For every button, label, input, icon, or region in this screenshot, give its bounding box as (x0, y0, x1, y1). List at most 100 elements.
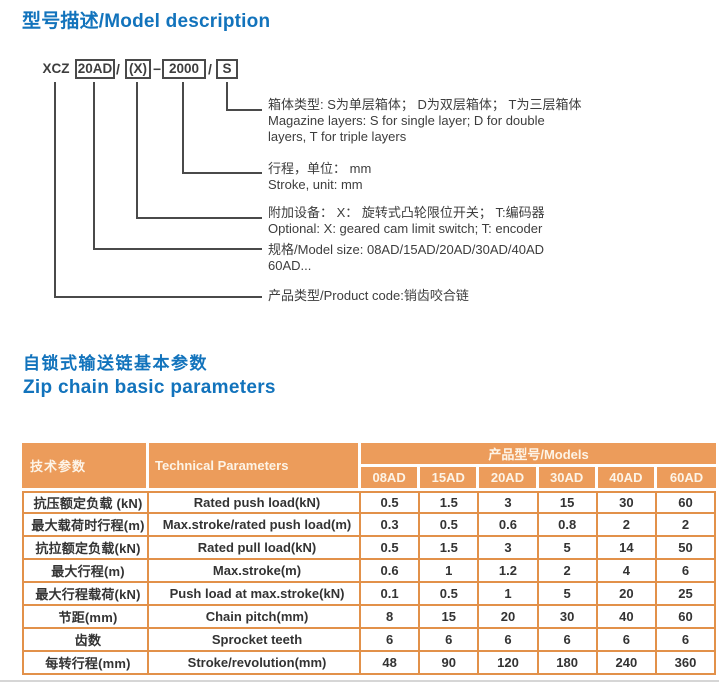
table-row: 每转行程(mm) Stroke/revolution(mm) 48 90 120… (22, 652, 717, 675)
model-code-stroke-box: 2000 (162, 59, 206, 79)
param-name-cn: 抗拉额定负载(kN) (22, 537, 149, 560)
model-code-size-box: 20AD (75, 59, 115, 79)
param-value: 50 (656, 537, 717, 560)
page-title: 型号描述/Model description (22, 11, 271, 32)
header-model-40ad: 40AD (597, 467, 657, 491)
param-name-en: Max.stroke(m) (149, 560, 361, 583)
table-row: 抗拉额定负载(kN) Rated pull load(kN) 0.5 1.5 3… (22, 537, 717, 560)
param-value: 8 (361, 606, 421, 629)
model-code-magazine-box: S (216, 59, 238, 79)
param-value: 0.1 (361, 583, 421, 606)
param-value: 30 (538, 606, 598, 629)
annotation-line: 箱体类型: S为单层箱体； D为双层箱体； T为三层箱体 (268, 97, 582, 112)
model-code-separator: / (116, 61, 120, 77)
param-name-cn: 最大载荷时行程(m) (22, 514, 149, 537)
param-value: 60 (656, 491, 717, 514)
param-value: 2 (538, 560, 598, 583)
table-row: 最大行程载荷(kN) Push load at max.stroke(kN) 0… (22, 583, 717, 606)
diagram-line (54, 82, 56, 296)
model-code-prefix: XCZ (42, 61, 70, 76)
param-value: 2 (597, 514, 657, 537)
param-value: 48 (361, 652, 421, 675)
param-name-cn: 抗压额定负载 (kN) (22, 491, 149, 514)
param-value: 1 (479, 583, 539, 606)
param-value: 20 (597, 583, 657, 606)
param-name-cn: 节距(mm) (22, 606, 149, 629)
param-value: 2 (656, 514, 717, 537)
header-model-08ad: 08AD (361, 467, 421, 491)
param-value: 40 (597, 606, 657, 629)
diagram-line (182, 82, 184, 172)
param-value: 30 (597, 491, 657, 514)
annotation-product-code: 产品类型/Product code:销齿咬合链 (268, 288, 716, 304)
param-name-en: Stroke/revolution(mm) (149, 652, 361, 675)
diagram-line (54, 296, 262, 298)
param-name-en: Sprocket teeth (149, 629, 361, 652)
param-value: 6 (361, 629, 421, 652)
param-name-en: Push load at max.stroke(kN) (149, 583, 361, 606)
param-value: 0.5 (361, 537, 421, 560)
param-value: 3 (479, 537, 539, 560)
parameters-table: 技术参数 Technical Parameters 产品型号/Models 08… (22, 443, 717, 675)
diagram-line (93, 248, 262, 250)
annotation-line: 规格/Model size: 08AD/15AD/20AD/30AD/40AD (268, 242, 545, 257)
param-value: 90 (420, 652, 480, 675)
table-row: 最大载荷时行程(m) Max.stroke/rated push load(m)… (22, 514, 717, 537)
param-value: 20 (479, 606, 539, 629)
param-value: 1.5 (420, 537, 480, 560)
param-value: 3 (479, 491, 539, 514)
header-model-15ad: 15AD (420, 467, 480, 491)
annotation-line: 行程，单位： mm (268, 161, 372, 176)
header-technical-parameters-cn: 技术参数 (22, 443, 149, 491)
param-value: 6 (656, 629, 717, 652)
table-row: 节距(mm) Chain pitch(mm) 8 15 20 30 40 60 (22, 606, 717, 629)
model-code-separator: / (208, 61, 212, 77)
param-value: 0.6 (361, 560, 421, 583)
param-value: 5 (538, 583, 598, 606)
table-row: 齿数 Sprocket teeth 6 6 6 6 6 6 (22, 629, 717, 652)
header-model-60ad: 60AD (656, 467, 717, 491)
model-code-optional-box: (X) (125, 59, 151, 79)
annotation-stroke-unit: 行程，单位： mm Stroke, unit: mm (268, 161, 716, 193)
param-value: 0.5 (361, 491, 421, 514)
section-title-cn: 自锁式输送链基本参数 (23, 354, 208, 373)
param-name-en: Max.stroke/rated push load(m) (149, 514, 361, 537)
annotation-line: Optional: X: geared cam limit switch; T:… (268, 221, 543, 236)
param-value: 15 (538, 491, 598, 514)
param-name-cn: 最大行程载荷(kN) (22, 583, 149, 606)
annotation-line: 附加设备： X： 旋转式凸轮限位开关； T:编码器 (268, 205, 545, 220)
annotation-line: 产品类型/Product code:销齿咬合链 (268, 288, 469, 303)
annotation-line: layers, T for triple layers (268, 129, 407, 144)
annotation-magazine-type: 箱体类型: S为单层箱体； D为双层箱体； T为三层箱体 Magazine la… (268, 97, 716, 145)
diagram-line (136, 217, 262, 219)
table-row: 抗压额定负载 (kN) Rated push load(kN) 0.5 1.5 … (22, 491, 717, 514)
param-value: 4 (597, 560, 657, 583)
annotation-line: Magazine layers: S for single layer; D f… (268, 113, 545, 128)
annotation-line: 60AD... (268, 258, 312, 273)
param-value: 25 (656, 583, 717, 606)
param-value: 6 (479, 629, 539, 652)
param-value: 60 (656, 606, 717, 629)
param-value: 14 (597, 537, 657, 560)
param-value: 6 (538, 629, 598, 652)
param-value: 0.5 (420, 583, 480, 606)
param-value: 0.5 (420, 514, 480, 537)
table-row: 最大行程(m) Max.stroke(m) 0.6 1 1.2 2 4 6 (22, 560, 717, 583)
param-value: 1.2 (479, 560, 539, 583)
annotation-model-size: 规格/Model size: 08AD/15AD/20AD/30AD/40AD … (268, 242, 716, 274)
param-value: 5 (538, 537, 598, 560)
param-value: 1 (420, 560, 480, 583)
param-name-en: Rated pull load(kN) (149, 537, 361, 560)
section-title: 自锁式输送链基本参数 Zip chain basic parameters (23, 349, 276, 399)
diagram-line (226, 109, 262, 111)
param-value: 240 (597, 652, 657, 675)
param-name-cn: 最大行程(m) (22, 560, 149, 583)
diagram-line (93, 82, 95, 248)
model-code-separator: − (153, 61, 162, 77)
annotation-line: Stroke, unit: mm (268, 177, 363, 192)
diagram-line (182, 172, 262, 174)
param-value: 6 (656, 560, 717, 583)
param-name-en: Chain pitch(mm) (149, 606, 361, 629)
param-value: 0.8 (538, 514, 598, 537)
param-name-cn: 每转行程(mm) (22, 652, 149, 675)
